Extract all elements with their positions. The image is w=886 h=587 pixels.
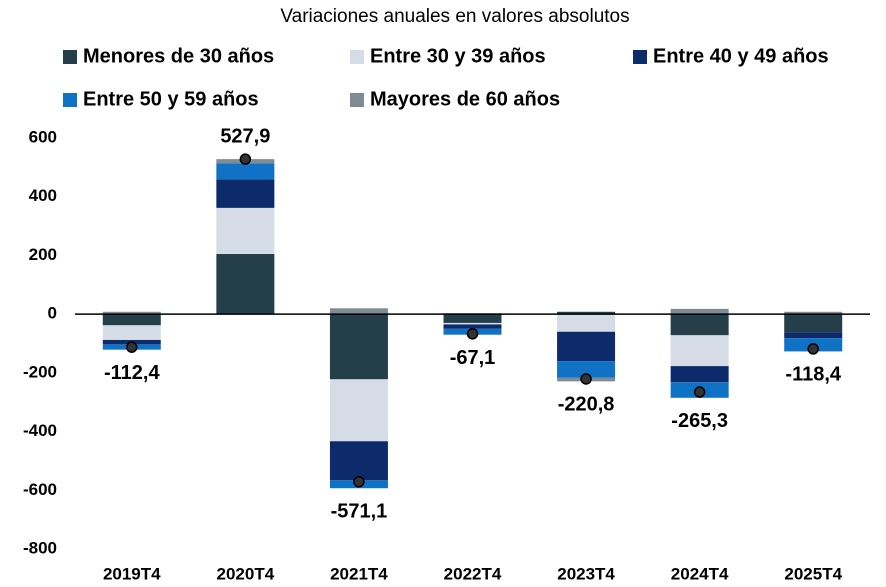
y-tick-label: -800 bbox=[23, 538, 57, 557]
legend-swatch bbox=[63, 50, 77, 64]
x-tick-label: 2019T4 bbox=[103, 564, 161, 583]
bar-segment bbox=[557, 311, 616, 315]
total-marker bbox=[580, 373, 592, 385]
bar-segment bbox=[670, 308, 729, 315]
bar-segment bbox=[443, 324, 502, 329]
y-tick-label: 200 bbox=[29, 245, 57, 264]
bar-segment bbox=[670, 314, 729, 336]
bar-segment bbox=[443, 322, 502, 325]
legend-swatch bbox=[63, 93, 77, 107]
data-label: -220,8 bbox=[558, 394, 615, 416]
legend-label: Entre 30 y 39 años bbox=[370, 45, 546, 67]
total-marker bbox=[807, 343, 819, 355]
bar-segment bbox=[557, 361, 616, 378]
y-tick-label: 400 bbox=[29, 186, 57, 205]
bar-segment bbox=[329, 308, 388, 315]
bar-segment bbox=[329, 379, 388, 442]
bar-segment bbox=[102, 311, 161, 315]
x-tick-label: 2022T4 bbox=[444, 564, 502, 583]
x-tick-label: 2025T4 bbox=[784, 564, 842, 583]
bar-segment bbox=[329, 314, 388, 380]
bar-segment bbox=[670, 335, 729, 367]
legend-swatch bbox=[350, 93, 364, 107]
bar-segment bbox=[557, 314, 616, 332]
x-tick-label: 2024T4 bbox=[671, 564, 729, 583]
legend-swatch bbox=[633, 50, 647, 64]
data-label: -112,4 bbox=[104, 362, 160, 384]
legend-label: Entre 50 y 59 años bbox=[83, 88, 259, 110]
legend-label: Menores de 30 años bbox=[83, 45, 274, 67]
bar-segment bbox=[443, 314, 502, 323]
data-label: -67,1 bbox=[450, 347, 496, 369]
x-tick-label: 2021T4 bbox=[330, 564, 388, 583]
data-label: -118,4 bbox=[785, 364, 841, 386]
bar-segment bbox=[557, 331, 616, 362]
bar-segment bbox=[216, 207, 275, 254]
data-label: -571,1 bbox=[331, 501, 388, 523]
y-tick-label: 0 bbox=[48, 304, 57, 323]
legend-swatch bbox=[350, 50, 364, 64]
legend-label: Entre 40 y 49 años bbox=[653, 45, 829, 67]
y-tick-label: -600 bbox=[23, 480, 57, 499]
bar-segment bbox=[784, 311, 843, 315]
y-tick-label: 600 bbox=[29, 127, 57, 146]
total-marker bbox=[126, 341, 138, 353]
total-marker bbox=[693, 386, 706, 398]
bar-segment bbox=[216, 163, 275, 180]
bar-segment bbox=[329, 441, 388, 481]
bar-segment bbox=[102, 325, 161, 340]
bar-segment bbox=[102, 314, 161, 326]
x-tick-label: 2020T4 bbox=[217, 564, 275, 583]
bar-segment bbox=[216, 179, 275, 208]
chart-title: Variaciones anuales en valores absolutos bbox=[280, 6, 629, 27]
bar-segment bbox=[784, 332, 843, 339]
total-marker bbox=[239, 153, 252, 165]
bar-segment bbox=[216, 253, 275, 315]
total-marker bbox=[353, 476, 365, 488]
bar-segment bbox=[784, 314, 843, 333]
legend-label: Mayores de 60 años bbox=[370, 88, 560, 110]
data-label: 527,9 bbox=[220, 125, 270, 147]
y-tick-label: -400 bbox=[23, 421, 57, 440]
bar-segment bbox=[670, 366, 729, 383]
total-marker bbox=[466, 328, 479, 340]
x-tick-label: 2023T4 bbox=[557, 564, 615, 583]
y-tick-label: -200 bbox=[23, 362, 57, 381]
data-label: -265,3 bbox=[671, 410, 728, 432]
